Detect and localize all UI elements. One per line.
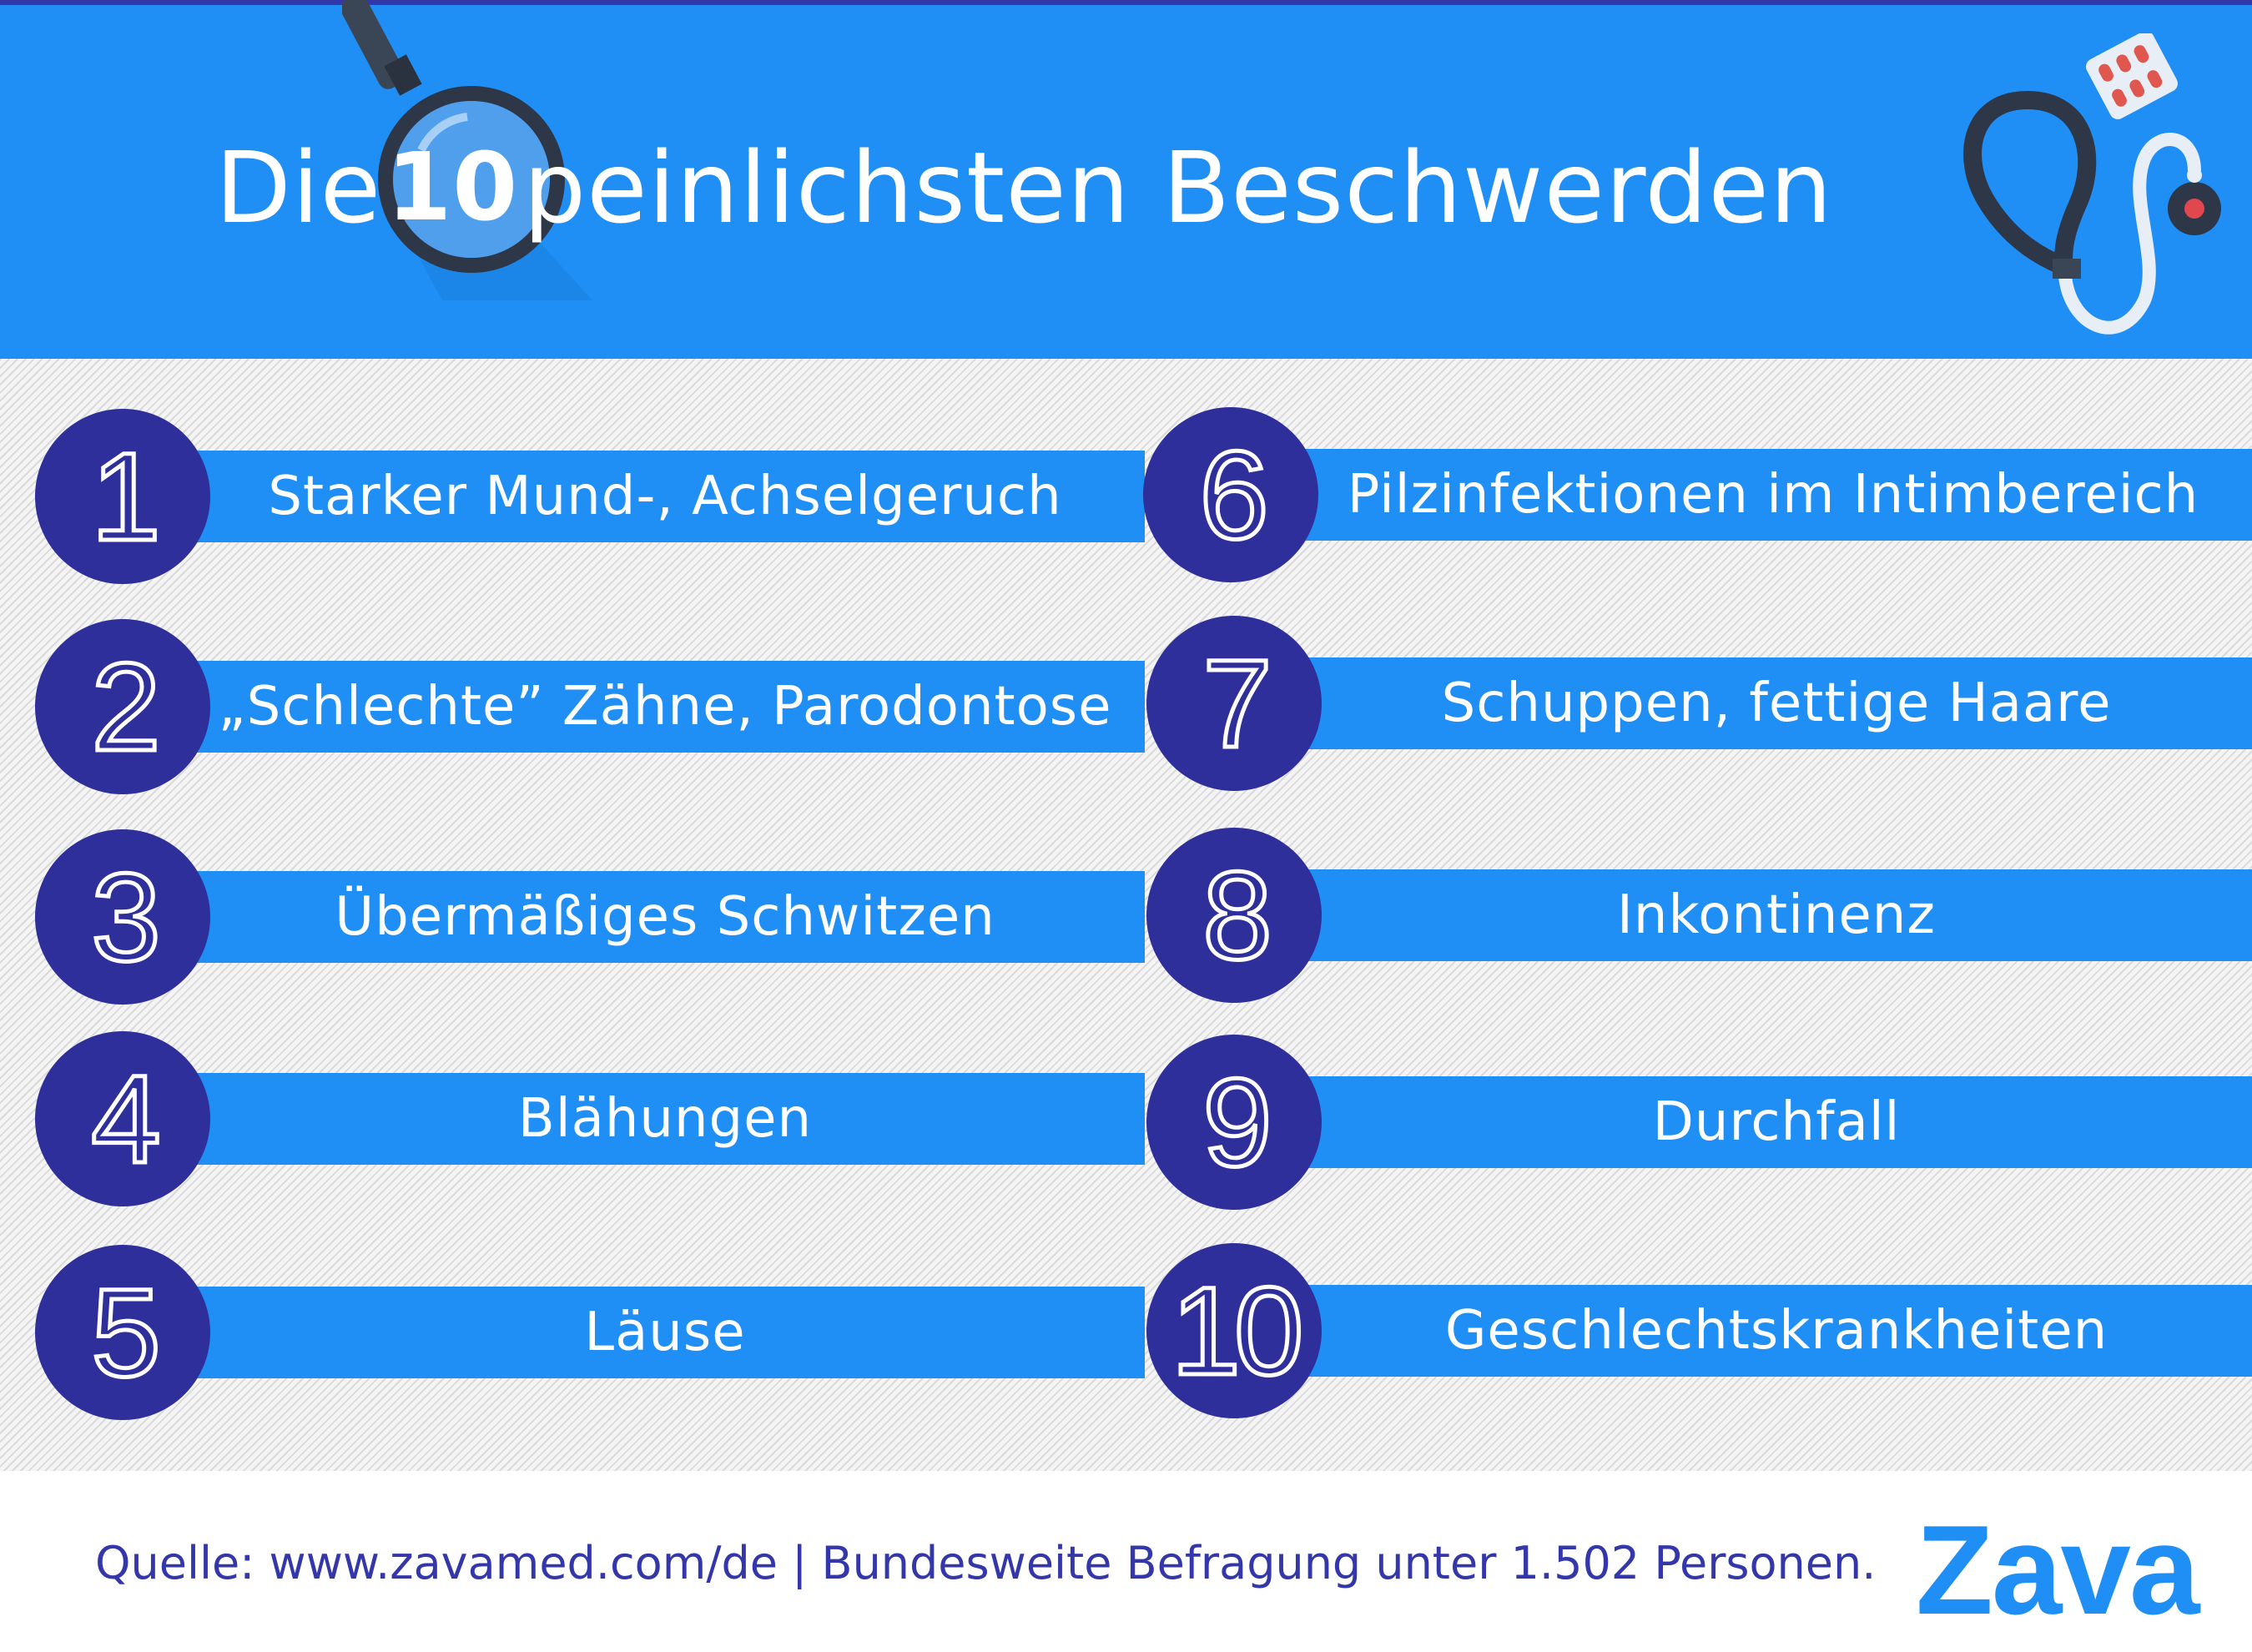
rank-number: 2 [89, 637, 164, 777]
title-number: 10 [386, 133, 519, 242]
stethoscope-icon [1963, 33, 2221, 335]
rank-number: 8 [1201, 845, 1275, 985]
item-label: Läuse [185, 1287, 1145, 1378]
rank-badge: 7 [1146, 616, 1322, 791]
rank-number: 10 [1169, 1261, 1306, 1401]
ranking-list: Starker Mund-, Achselgeruch 1 „Schlechte… [0, 359, 2252, 1471]
list-item: Inkontinenz 8 [1146, 828, 2252, 1003]
list-item: Übermäßiges Schwitzen 3 [35, 829, 1145, 1005]
list-item: Schuppen, fettige Haare 7 [1146, 616, 2252, 791]
rank-badge: 10 [1146, 1243, 1322, 1418]
list-item: Durchfall 9 [1146, 1035, 2252, 1210]
item-label: Inkontinenz [1297, 869, 2252, 961]
item-label: Schuppen, fettige Haare [1297, 657, 2252, 749]
title-suffix: peinlichsten Beschwerden [523, 130, 1833, 245]
list-item: Starker Mund-, Achselgeruch 1 [35, 409, 1145, 584]
page-title: Die 10 peinlichsten Beschwerden [215, 125, 1833, 250]
rank-number: 7 [1201, 633, 1275, 773]
zava-logo: Zava [1916, 1499, 2199, 1641]
item-label: Pilzinfektionen im Intimbereich [1293, 449, 2252, 541]
item-label: „Schlechte” Zähne, Parodontose [185, 661, 1145, 753]
list-item: „Schlechte” Zähne, Parodontose 2 [35, 619, 1145, 794]
rank-badge: 6 [1143, 407, 1318, 582]
list-item: Geschlechtskrankheiten 10 [1146, 1243, 2252, 1418]
top-border [0, 0, 2252, 5]
item-label: Starker Mund-, Achselgeruch [185, 451, 1145, 542]
magnifier-icon [342, 0, 592, 300]
rank-badge: 4 [35, 1031, 210, 1206]
rank-badge: 3 [35, 829, 210, 1005]
rank-number: 4 [89, 1049, 164, 1189]
pill-blister-icon [2086, 33, 2178, 119]
item-label: Durchfall [1297, 1076, 2252, 1168]
list-item: Läuse 5 [35, 1245, 1145, 1420]
rank-badge: 1 [35, 409, 210, 584]
rank-badge: 9 [1146, 1035, 1322, 1210]
rank-badge: 8 [1146, 828, 1322, 1003]
title-prefix: Die [215, 130, 382, 245]
rank-number: 5 [89, 1262, 164, 1403]
rank-number: 3 [89, 847, 164, 987]
item-label: Übermäßiges Schwitzen [185, 871, 1145, 963]
item-label: Geschlechtskrankheiten [1297, 1285, 2252, 1377]
list-item: Pilzinfektionen im Intimbereich 6 [1143, 407, 2252, 582]
item-label: Blähungen [185, 1073, 1145, 1165]
rank-number: 1 [89, 426, 164, 567]
source-note: Quelle: www.zavamed.com/de | Bundesweite… [95, 1537, 1877, 1589]
header-banner: Die 10 peinlichsten Beschwerden [0, 0, 2252, 359]
rank-number: 9 [1201, 1052, 1275, 1192]
rank-badge: 5 [35, 1245, 210, 1420]
rank-number: 6 [1197, 425, 1272, 565]
list-item: Blähungen 4 [35, 1031, 1145, 1206]
rank-badge: 2 [35, 619, 210, 794]
